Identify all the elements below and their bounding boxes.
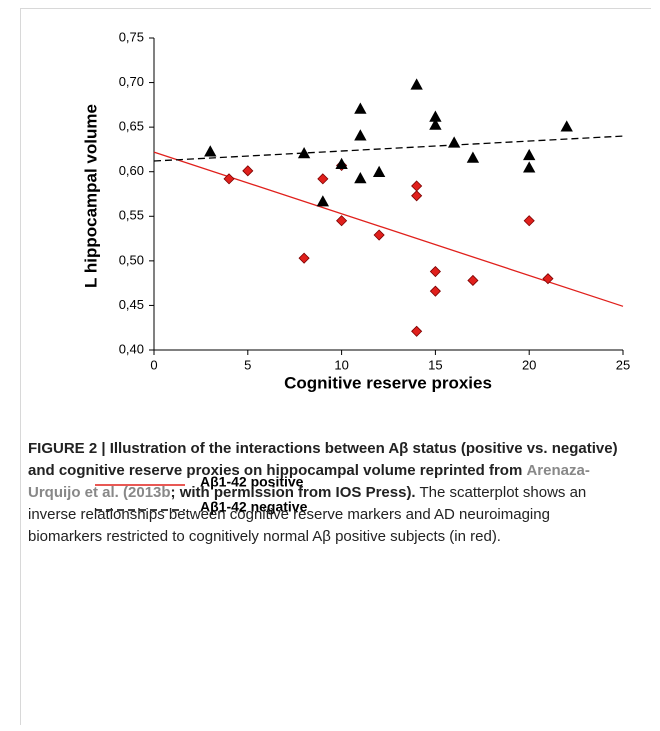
legend-label: Aβ1-42 negative (200, 499, 308, 515)
caption-bold-tail: ; with permission from IOS Press). (170, 484, 416, 501)
data-point (429, 265, 441, 278)
data-point (336, 215, 348, 227)
caption: FIGURE 2 | Illustration of the interacti… (28, 438, 628, 548)
data-point (298, 252, 310, 264)
chart: Cognitive reserve proxies L hippocampal … (81, 29, 630, 515)
trend-line (153, 135, 624, 162)
x-tick-label: 25 (616, 357, 630, 372)
y-tick-label: 0,55 (119, 208, 144, 223)
y-tick-label: 0,40 (119, 341, 144, 356)
x-tick-label: 20 (522, 357, 536, 372)
legend-label: Aβ1-42 positive (200, 474, 304, 490)
data-point (429, 285, 441, 297)
data-point (411, 190, 423, 202)
data-point (354, 129, 367, 141)
data-point (523, 161, 536, 173)
data-point (523, 215, 535, 227)
data-point (410, 78, 423, 90)
x-tick-label: 5 (244, 357, 251, 372)
trend-line (153, 151, 624, 307)
citation-link[interactable]: Arenaza-Urquijo et al. (2013b (28, 462, 590, 501)
x-tick-label: 0 (150, 357, 157, 372)
y-tick-label: 0,75 (119, 29, 144, 44)
y-tick-label: 0,50 (119, 252, 144, 267)
data-point (242, 165, 254, 177)
data-point (297, 147, 311, 159)
x-tick-label: 15 (428, 357, 442, 372)
data-point (523, 148, 536, 161)
figure-frame (20, 8, 651, 725)
data-point (354, 172, 367, 184)
data-point (411, 325, 423, 337)
data-point (372, 165, 386, 178)
y-tick-label: 0,60 (119, 163, 144, 178)
data-point (560, 120, 573, 132)
x-tick-label: 10 (334, 357, 348, 372)
data-point (204, 145, 217, 157)
y-tick-label: 0,65 (119, 119, 144, 134)
data-point (542, 273, 554, 285)
caption-label: FIGURE 2 | Illustration of the interacti… (28, 440, 618, 479)
data-point (335, 157, 348, 169)
data-point (429, 118, 442, 130)
data-point (354, 102, 367, 114)
data-point (467, 274, 479, 287)
caption-text: The scatterplot shows an inverse relatio… (28, 484, 587, 545)
data-point (466, 151, 480, 163)
data-point (223, 173, 235, 185)
y-tick-label: 0,45 (119, 297, 144, 312)
data-point (411, 180, 423, 192)
x-axis-label: Cognitive reserve proxies (284, 373, 492, 392)
y-axis-label: L hippocampal volume (81, 104, 100, 288)
data-point (373, 229, 385, 241)
data-point (316, 195, 330, 207)
data-point (447, 136, 461, 148)
y-tick-label: 0,70 (119, 74, 144, 89)
data-point (317, 173, 329, 185)
